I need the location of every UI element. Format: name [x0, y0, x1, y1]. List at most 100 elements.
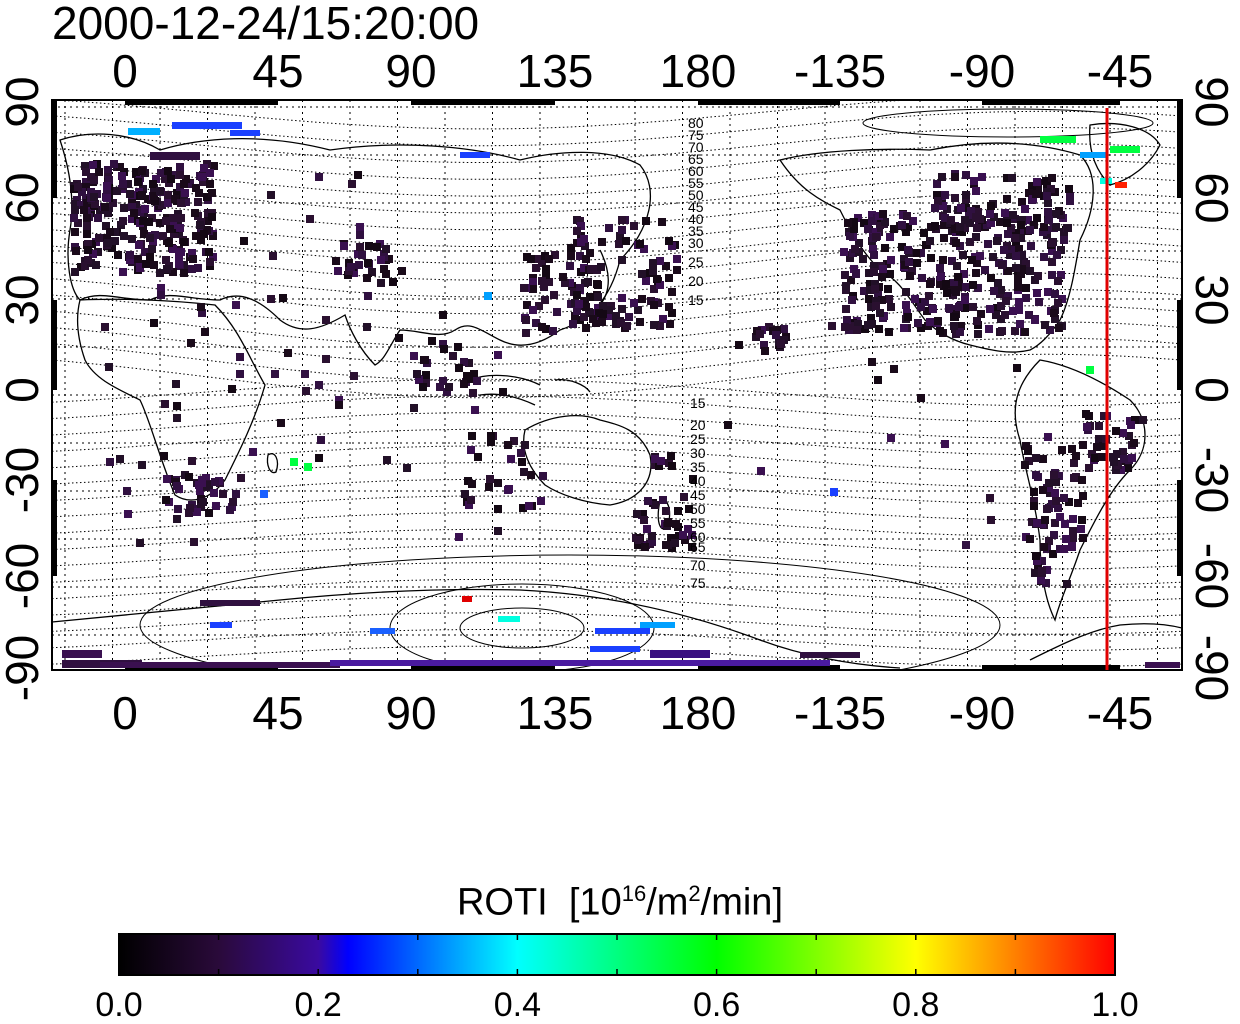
- roti-patch: [1012, 252, 1020, 260]
- roti-patch: [1125, 432, 1133, 440]
- roti-patch: [160, 452, 168, 460]
- contour-oval: [139, 554, 1001, 670]
- roti-patch: [1003, 195, 1011, 203]
- roti-patch: [649, 259, 657, 267]
- roti-patch: [140, 230, 148, 238]
- roti-patch: [931, 204, 939, 212]
- roti-patch: [1034, 272, 1042, 280]
- roti-patch: [860, 287, 868, 295]
- roti-patch: [365, 242, 373, 250]
- roti-patch: [510, 437, 518, 445]
- lon-tick-top: 0: [112, 45, 138, 97]
- roti-patch: [571, 312, 579, 320]
- roti-patch: [1043, 192, 1051, 200]
- roti-patch: [881, 218, 889, 226]
- roti-patch: [142, 260, 150, 268]
- roti-patch: [900, 324, 908, 332]
- roti-patch: [173, 402, 181, 410]
- roti-patch: [382, 270, 390, 278]
- roti-patch: [1052, 210, 1060, 218]
- roti-patch: [71, 228, 79, 236]
- lon-tick-bottom: 45: [252, 687, 304, 739]
- roti-patch: [535, 255, 543, 263]
- roti-patch: [209, 232, 217, 240]
- roti-patch: [618, 305, 626, 313]
- roti-patch: [332, 257, 340, 265]
- roti-patch: [941, 191, 949, 199]
- roti-patch: [110, 160, 118, 168]
- roti-patch: [1018, 265, 1026, 273]
- roti-patch: [192, 232, 200, 240]
- roti-patch: [89, 161, 97, 169]
- roti-patch: [640, 516, 648, 524]
- roti-patch: [662, 541, 670, 549]
- roti-patch: [206, 258, 214, 266]
- roti-patch: [923, 307, 931, 315]
- roti-patch: [1022, 284, 1030, 292]
- roti-patch: [1050, 471, 1058, 479]
- colorbar-unit-tail: /min]: [700, 881, 784, 924]
- roti-patch: [633, 510, 641, 518]
- roti-patch: [605, 306, 613, 314]
- roti-patch: [454, 343, 462, 351]
- roti-patch: [356, 231, 364, 239]
- roti-patch: [903, 212, 911, 220]
- roti-patch: [1004, 230, 1012, 238]
- roti-patch: [840, 248, 848, 256]
- roti-patch: [1054, 299, 1062, 307]
- roti-patch: [334, 267, 342, 275]
- roti-patch: [987, 516, 995, 524]
- roti-patch: [1013, 364, 1021, 372]
- roti-patch: [904, 313, 912, 321]
- roti-patch: [620, 628, 650, 634]
- roti-patch: [929, 305, 937, 313]
- roti-patch: [850, 225, 858, 233]
- axis-band: [698, 665, 840, 671]
- roti-patch: [573, 307, 581, 315]
- roti-patch: [867, 314, 875, 322]
- roti-patch: [656, 257, 664, 265]
- contour-label: 65: [690, 539, 706, 555]
- roti-patch: [194, 198, 202, 206]
- roti-patch: [172, 380, 180, 388]
- roti-patch: [1033, 289, 1041, 297]
- roti-patch: [226, 506, 234, 514]
- roti-patch: [917, 303, 925, 311]
- roti-patch: [269, 252, 277, 260]
- roti-patch: [196, 487, 204, 495]
- roti-patch: [539, 472, 547, 480]
- roti-patch: [136, 539, 144, 547]
- roti-patch: [735, 341, 743, 349]
- roti-patch: [145, 218, 153, 226]
- roti-patch: [1095, 435, 1103, 443]
- contour-line: [52, 337, 1182, 382]
- lon-tick-top: 180: [659, 45, 737, 97]
- roti-patch: [576, 217, 584, 225]
- roti-patch: [186, 504, 194, 512]
- roti-patch: [581, 297, 589, 305]
- roti-patch: [967, 207, 975, 215]
- roti-patch: [124, 510, 132, 518]
- roti-patch: [439, 377, 447, 385]
- roti-patch: [445, 383, 453, 391]
- roti-patch: [504, 441, 512, 449]
- roti-patch: [1040, 543, 1048, 551]
- roti-patch: [962, 191, 970, 199]
- contour-line: [52, 562, 1182, 586]
- roti-patch: [942, 280, 950, 288]
- roti-patch: [1039, 486, 1047, 494]
- roti-patch: [642, 277, 650, 285]
- roti-patch: [968, 256, 976, 264]
- roti-patch: [128, 128, 160, 135]
- roti-patch: [828, 322, 836, 330]
- contour-line: [52, 462, 1182, 488]
- roti-patch: [917, 394, 925, 402]
- roti-patch: [1066, 192, 1074, 200]
- roti-patch: [1060, 494, 1068, 502]
- roti-patch: [71, 200, 79, 208]
- roti-patch: [527, 255, 535, 263]
- roti-patch: [383, 456, 391, 464]
- roti-patch: [443, 388, 451, 396]
- roti-patch: [202, 474, 210, 482]
- roti-patch: [138, 461, 146, 469]
